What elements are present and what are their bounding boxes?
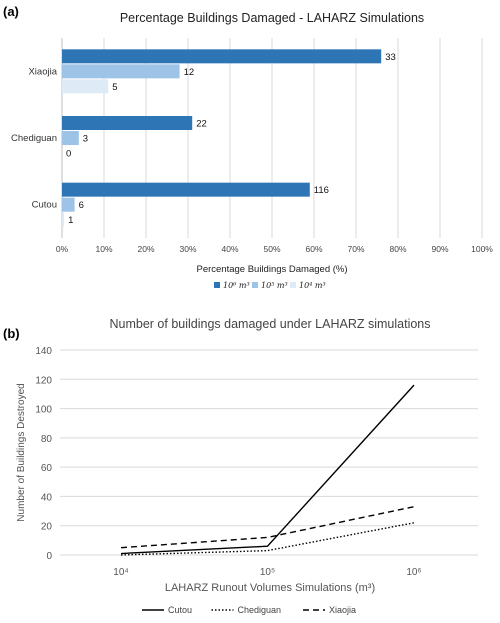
bar-cutou-series-2	[62, 197, 75, 212]
x-tick-label: 60%	[305, 244, 322, 254]
x-tick-label: 10⁴	[113, 567, 128, 578]
x-tick-label: 90%	[431, 244, 448, 254]
x-tick-label: 30%	[179, 244, 196, 254]
legend-swatch-2	[252, 282, 258, 288]
y-tick-label: 80	[41, 434, 53, 445]
y-tick-label: 60	[41, 463, 53, 474]
x-tick-label: 10⁵	[260, 567, 275, 578]
data-label: 33	[385, 52, 396, 63]
x-tick-label: 40%	[221, 244, 238, 254]
x-tick-label: 100%	[471, 244, 493, 254]
x-axis-title-a: Percentage Buildings Damaged (%)	[196, 264, 347, 275]
legend-swatch-3	[290, 282, 296, 288]
data-label: 5	[112, 82, 117, 93]
y-tick-label: 140	[35, 346, 52, 357]
y-tick-label: 40	[41, 492, 53, 503]
x-axis-title-b: LAHARZ Runout Volumes Simulations (m³)	[165, 582, 375, 594]
y-tick-label: 120	[35, 375, 52, 386]
bar-xiaojia-series-3	[62, 79, 109, 94]
data-label: 12	[184, 67, 195, 78]
bar-xiaojia-series-2	[62, 64, 180, 79]
x-tick-label: 20%	[137, 244, 154, 254]
y-tick-label: 100	[35, 405, 52, 416]
panel-label-b: (b)	[3, 326, 20, 341]
x-tick-label: 10%	[95, 244, 112, 254]
x-tick-label: 10⁶	[406, 567, 421, 578]
legend-label-1: 10⁶ m³	[223, 281, 250, 290]
data-label: 6	[79, 200, 84, 211]
x-tick-label: 80%	[389, 244, 406, 254]
data-label: 3	[83, 134, 88, 145]
bar-xiaojia-series-1	[62, 49, 382, 64]
category-label-xiaojia: Xiaojia	[28, 66, 57, 77]
x-tick-label: 50%	[263, 244, 280, 254]
y-axis-title-b: Number of Buildings Destroyed	[16, 383, 27, 521]
line-chart-panel-b: (b) Number of buildings damaged under LAH…	[3, 317, 478, 615]
series-line-cutou	[120, 384, 415, 555]
bar-cutou-series-3	[62, 212, 65, 227]
y-tick-label: 20	[41, 522, 53, 533]
bar-chart-panel-a: (a) Percentage Buildings Damaged - LAHARZ…	[3, 4, 493, 290]
chart-title-b: Number of buildings damaged under LAHARZ…	[110, 317, 431, 331]
legend-swatch-1	[214, 282, 220, 288]
legend-label-xiaojia: Xiaojia	[329, 605, 356, 615]
bar-chediguan-series-2	[62, 131, 79, 145]
legend-label-3: 10⁴ m³	[299, 281, 326, 290]
legend-label-cutou: Cutou	[168, 605, 192, 615]
chart-title-a: Percentage Buildings Damaged - LAHARZ Si…	[120, 11, 424, 25]
data-label: 1	[68, 215, 73, 226]
x-tick-label: 70%	[347, 244, 364, 254]
bar-cutou-series-1	[62, 182, 310, 197]
series-line-chediguan	[120, 522, 415, 556]
bar-chediguan-series-1	[62, 116, 193, 130]
x-tick-label: 0%	[56, 244, 69, 254]
y-tick-label: 0	[46, 551, 52, 562]
data-label: 116	[314, 185, 329, 196]
legend-label-2: 10⁵ m³	[261, 281, 288, 290]
category-label-cutou: Cutou	[32, 200, 57, 211]
panel-label-a: (a)	[3, 4, 19, 19]
data-label: 22	[196, 119, 207, 130]
legend-label-chediguan: Chediguan	[238, 605, 282, 615]
data-label: 0	[66, 149, 71, 160]
series-line-xiaojia	[120, 505, 415, 549]
category-label-chediguan: Chediguan	[11, 133, 57, 144]
